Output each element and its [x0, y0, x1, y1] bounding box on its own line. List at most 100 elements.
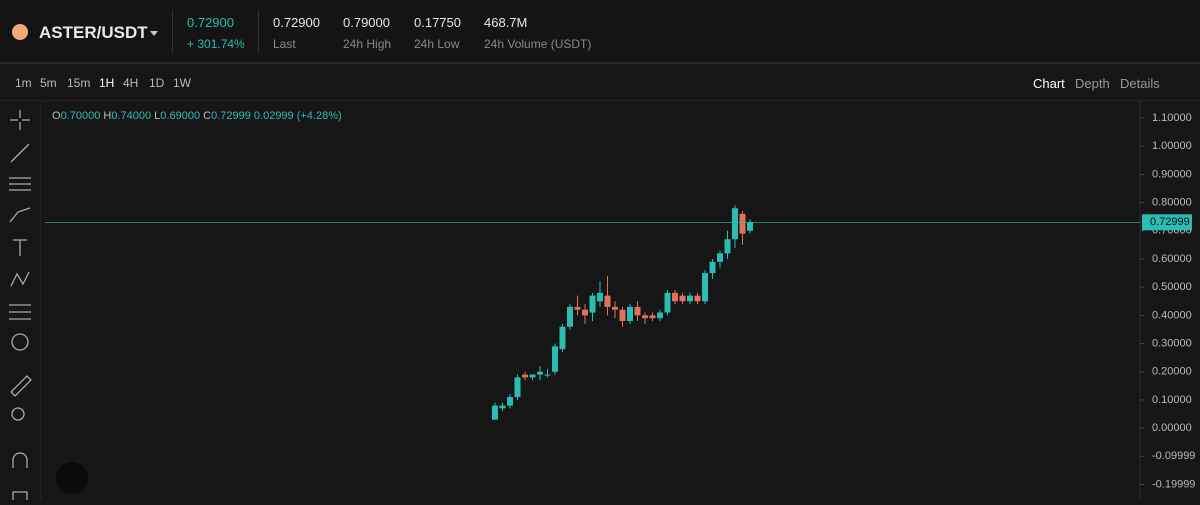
candle-body: [702, 273, 708, 302]
legend-key: L: [154, 110, 161, 122]
candle-body: [522, 374, 528, 378]
projection-icon[interactable]: [9, 304, 31, 320]
candle-body: [747, 222, 753, 231]
y-tick-label: 0.60000: [1152, 253, 1192, 265]
view-tab[interactable]: Chart: [1033, 76, 1065, 91]
legend-key: C: [203, 110, 212, 122]
price-tag: [1142, 214, 1192, 231]
ruler-icon[interactable]: [10, 375, 32, 397]
candle-body: [709, 261, 716, 274]
view-tab[interactable]: Depth: [1075, 76, 1110, 91]
candle-body: [492, 405, 498, 420]
change: + 301.74%: [187, 37, 245, 51]
toolbar: [0, 66, 1200, 101]
candle-body: [739, 213, 746, 234]
y-tick-label: 0.10000: [1152, 394, 1192, 406]
y-tick-label: 0.30000: [1152, 337, 1192, 349]
legend-key: H: [103, 110, 112, 122]
legend-value: 0.70000: [60, 110, 101, 122]
price-tag-label: 0.72999: [1150, 216, 1190, 228]
candle-body: [642, 315, 648, 319]
divider: [258, 10, 259, 52]
candle-body: [552, 346, 558, 372]
stat-label: 24h Volume (USDT): [484, 37, 592, 51]
y-tick-label: 0.50000: [1152, 281, 1192, 293]
candle-body: [649, 315, 656, 319]
price: 0.72900: [187, 15, 234, 30]
candle-body: [612, 306, 618, 310]
text-icon[interactable]: [13, 239, 27, 256]
stat-label: Last: [273, 37, 296, 51]
divider: [172, 10, 173, 52]
interval-button[interactable]: 5m: [40, 76, 57, 90]
pattern-icon[interactable]: [10, 271, 30, 287]
stat-value: 468.7M: [484, 15, 528, 30]
candle-body: [634, 306, 641, 316]
stat-label: 24h Low: [414, 37, 460, 51]
header-bar: [0, 0, 1200, 64]
candle-body: [559, 326, 566, 350]
ohlc-legend: O0.70000 H0.74000 L0.69000 C0.72999 0.02…: [52, 110, 342, 122]
candle-body: [529, 374, 536, 378]
candle-body: [724, 239, 731, 254]
zoom-icon[interactable]: [11, 407, 25, 421]
candle-body: [499, 405, 506, 409]
candle-body: [627, 306, 633, 322]
candle-body: [672, 292, 678, 302]
interval-button[interactable]: 1D: [149, 76, 165, 90]
y-tick-label: 1.00000: [1152, 140, 1192, 152]
candle-body: [687, 295, 693, 302]
interval-button[interactable]: 15m: [67, 76, 91, 90]
legend-value: 0.69000: [160, 110, 201, 122]
fib-icon[interactable]: [9, 177, 31, 191]
interval-button[interactable]: 1W: [173, 76, 191, 90]
stat-value: 0.72900: [273, 15, 320, 30]
lock-icon[interactable]: [12, 491, 28, 500]
candle-body: [589, 295, 596, 313]
emoji-icon[interactable]: [11, 333, 29, 351]
candle-body: [604, 295, 611, 307]
candle-body: [567, 306, 573, 327]
magnet-icon[interactable]: [12, 452, 28, 468]
interval-button[interactable]: 4H: [123, 76, 139, 90]
y-tick-label: 1.10000: [1152, 112, 1192, 124]
stat-value: 0.79000: [343, 15, 390, 30]
y-tick-label: 0.40000: [1152, 309, 1192, 321]
y-tick-label: 0.20000: [1152, 366, 1192, 378]
tv-logo[interactable]: [56, 462, 88, 494]
candle-body: [679, 295, 686, 302]
candle-body: [514, 377, 521, 398]
legend-value: 0.74000: [111, 110, 152, 122]
candle-body: [619, 309, 626, 322]
y-tick-label: 0.90000: [1152, 168, 1192, 180]
coin-icon: [12, 24, 28, 40]
y-tick-label: -0.09999: [1152, 450, 1195, 462]
candle-body: [544, 374, 551, 376]
interval-button[interactable]: 1m: [15, 76, 32, 90]
candle-body: [664, 292, 671, 313]
legend-key: O: [52, 110, 61, 122]
y-tick-label: 0.00000: [1152, 422, 1192, 434]
line-icon[interactable]: [10, 143, 30, 163]
stat-value: 0.17750: [414, 15, 461, 30]
candle-body: [582, 309, 588, 316]
crosshair-icon[interactable]: [10, 110, 30, 130]
candle-body: [507, 397, 513, 406]
legend-change: 0.02999 (+4.28%): [253, 110, 342, 122]
interval-button[interactable]: 1H: [99, 76, 115, 90]
pair-name[interactable]: ASTER/USDT: [39, 23, 148, 42]
candle-body: [657, 312, 663, 319]
view-tab[interactable]: Details: [1120, 76, 1160, 91]
candle-body: [537, 371, 543, 375]
candle-body: [597, 292, 603, 302]
candle-body: [574, 306, 581, 310]
drawing-toolbar: [0, 100, 41, 500]
legend-value: 0.72999: [211, 110, 251, 122]
drawing-icons: [9, 110, 32, 500]
stat-label: 24h High: [343, 37, 392, 51]
pair-caret[interactable]: [150, 31, 158, 36]
brush-icon[interactable]: [9, 207, 31, 223]
